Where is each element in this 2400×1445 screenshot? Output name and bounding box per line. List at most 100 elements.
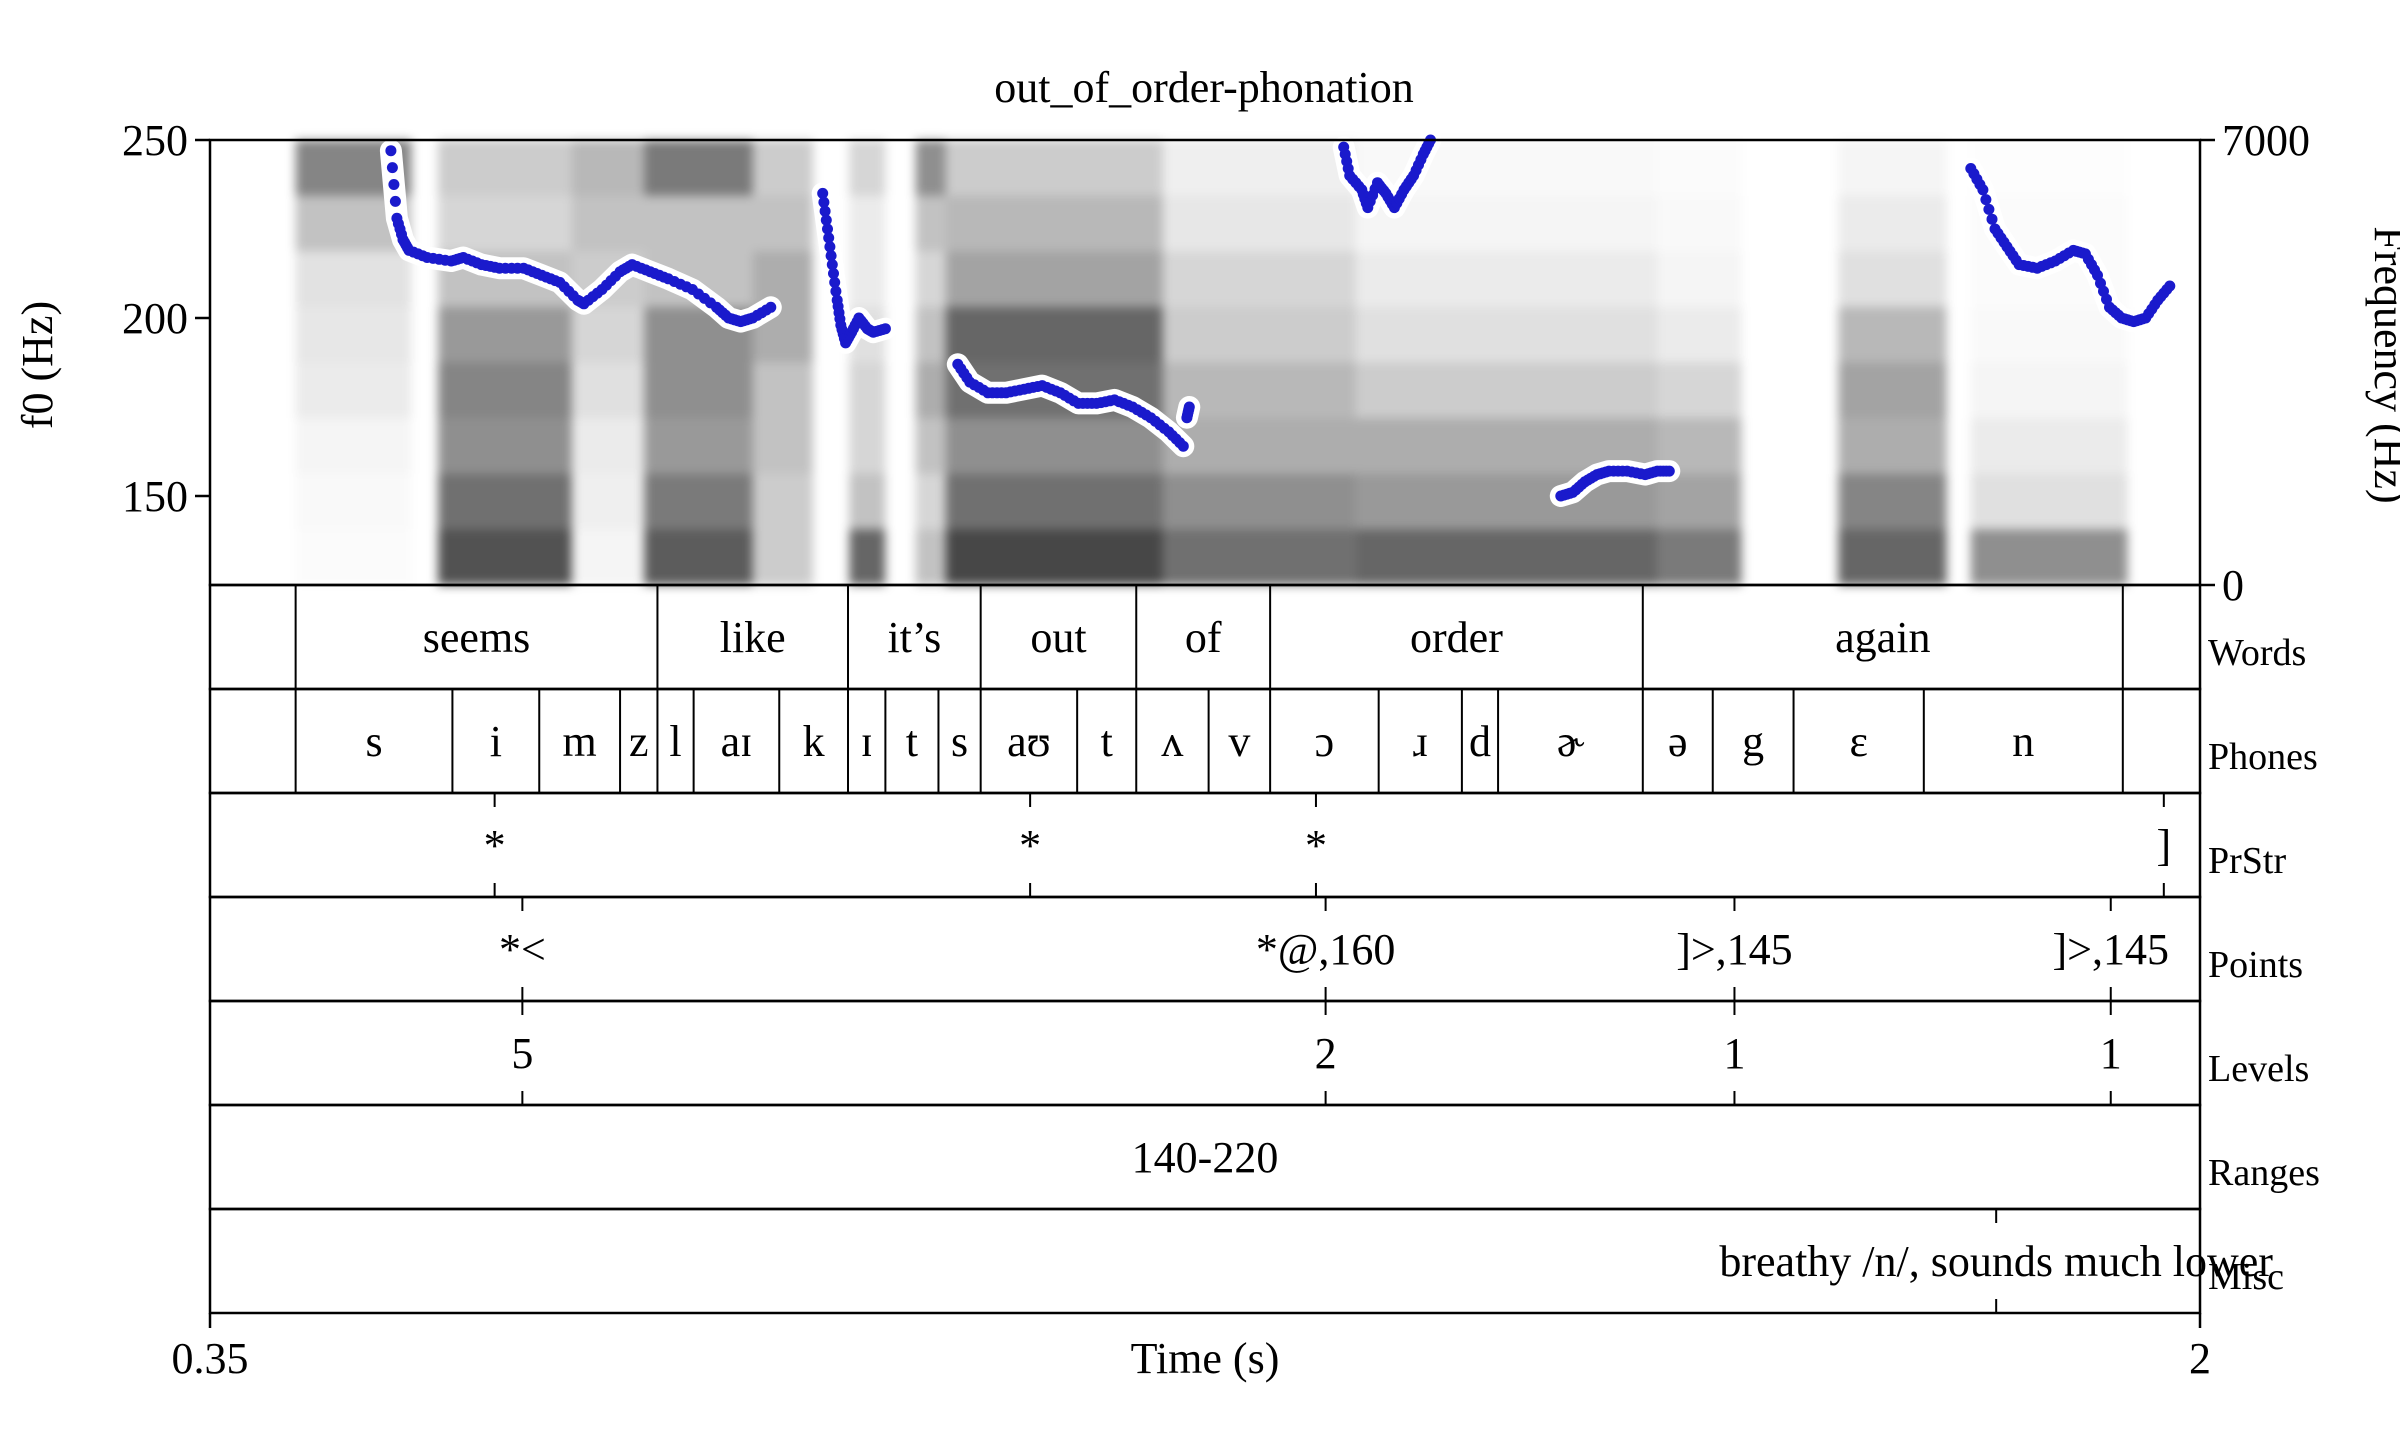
- pitch-point: [1986, 213, 1998, 225]
- energy-cell: [915, 306, 946, 363]
- pitch-point: [1983, 203, 1995, 215]
- energy-cell: [1970, 473, 2128, 530]
- pitch-point: [820, 214, 832, 226]
- interval-label: aɪ: [721, 717, 753, 766]
- energy-cell: [945, 195, 1163, 252]
- pitch-point: [389, 195, 401, 207]
- pitch-point: [1177, 440, 1189, 452]
- energy-cell: [945, 306, 1163, 363]
- point-label: 5: [511, 1029, 533, 1078]
- energy-cell: [571, 306, 645, 363]
- point-label: *: [1305, 821, 1327, 870]
- interval-label: s: [365, 717, 382, 766]
- energy-cell: [849, 529, 886, 585]
- point-label: breathy /n/, sounds much lower: [1719, 1237, 2273, 1286]
- tier-name: Ranges: [2208, 1152, 2320, 1194]
- energy-cell: [1838, 529, 1947, 585]
- point-label: ]: [2156, 821, 2171, 870]
- energy-cell: [571, 529, 645, 585]
- pitch-point: [879, 323, 891, 335]
- tier-points: Points *< *@,160]>,145]>,145: [208, 895, 2303, 1003]
- left-axis-label: f0 (Hz): [13, 301, 62, 429]
- interval-label: out: [1030, 613, 1086, 662]
- energy-cell: [915, 529, 946, 585]
- energy-cell: [295, 306, 412, 363]
- energy-cell: [1657, 306, 1742, 363]
- energy-cell: [644, 473, 753, 530]
- energy-cell: [644, 529, 753, 585]
- interval-label: v: [1228, 717, 1250, 766]
- pitch-point: [1183, 401, 1195, 413]
- pitch-point: [386, 162, 398, 174]
- pitch-point: [830, 285, 842, 297]
- energy-cell: [1838, 473, 1947, 530]
- x-tick-label-end: 2: [2189, 1334, 2211, 1383]
- interval-label: t: [1101, 717, 1113, 766]
- interval-label: like: [720, 613, 786, 662]
- energy-cell: [1838, 362, 1947, 419]
- right-axis-ticks: 0 7000: [2200, 116, 2310, 610]
- energy-cell: [1838, 418, 1947, 474]
- energy-cell: [945, 251, 1163, 307]
- pitch-point: [818, 196, 830, 208]
- energy-cell: [1162, 473, 1356, 530]
- energy-cell: [849, 362, 886, 419]
- tier-name: PrStr: [2208, 840, 2286, 882]
- interval-label: d: [1469, 717, 1491, 766]
- energy-cell: [849, 473, 886, 530]
- energy-cell: [571, 195, 645, 252]
- energy-cell: [571, 473, 645, 530]
- tier-name: Levels: [2208, 1048, 2309, 1090]
- pitch-point: [1977, 184, 1989, 196]
- pitch-point: [823, 232, 835, 244]
- energy-cell: [437, 529, 572, 585]
- pitch-point: [826, 259, 838, 271]
- energy-cell: [849, 140, 886, 196]
- energy-cell: [571, 140, 645, 196]
- energy-cell: [1162, 251, 1356, 307]
- interval-label: g: [1742, 717, 1764, 766]
- energy-cell: [295, 418, 412, 474]
- energy-cell: [1162, 195, 1356, 252]
- energy-cell: [571, 362, 645, 419]
- energy-cell: [1838, 251, 1947, 307]
- left-axis-ticks: 150 200 250: [122, 116, 210, 521]
- energy-cell: [1657, 251, 1742, 307]
- energy-cell: [752, 473, 814, 530]
- point-label: 1: [1723, 1029, 1745, 1078]
- interval-label: ɔ: [1315, 717, 1335, 766]
- energy-cell: [915, 473, 946, 530]
- pitch-point: [829, 276, 841, 288]
- pitch-point: [819, 205, 831, 217]
- pitch-point: [765, 301, 777, 313]
- x-tick-label-start: 0.35: [172, 1334, 249, 1383]
- energy-cell: [437, 362, 572, 419]
- interval-label: s: [951, 717, 968, 766]
- interval-label: k: [803, 717, 825, 766]
- energy-cell: [1970, 418, 2128, 474]
- energy-cell: [296, 474, 412, 530]
- left-tick-label: 150: [122, 472, 188, 521]
- point-label: *: [484, 821, 506, 870]
- interval-label: ɪ: [861, 717, 873, 766]
- interval-label: n: [2012, 717, 2034, 766]
- interval-label: ɛ: [1849, 717, 1867, 766]
- energy-cell: [752, 195, 814, 252]
- point-label: ]>,145: [2053, 925, 2169, 974]
- right-axis-label: Frequency (Hz): [2365, 226, 2400, 503]
- interval-label: again: [1835, 613, 1930, 662]
- energy-cell: [1838, 140, 1947, 196]
- energy-cell: [915, 362, 946, 419]
- interval-label: it’s: [887, 613, 941, 662]
- pitch-point: [2164, 280, 2176, 292]
- energy-cell: [849, 418, 886, 474]
- energy-cell: [295, 251, 412, 307]
- interval-label: i: [490, 717, 502, 766]
- energy-cell: [1657, 140, 1741, 196]
- energy-cell: [915, 195, 946, 252]
- right-tick-label: 7000: [2222, 116, 2310, 165]
- energy-cell: [437, 473, 572, 530]
- right-tick-label: 0: [2222, 561, 2244, 610]
- energy-cell: [1657, 196, 1741, 252]
- energy-cell: [644, 140, 753, 196]
